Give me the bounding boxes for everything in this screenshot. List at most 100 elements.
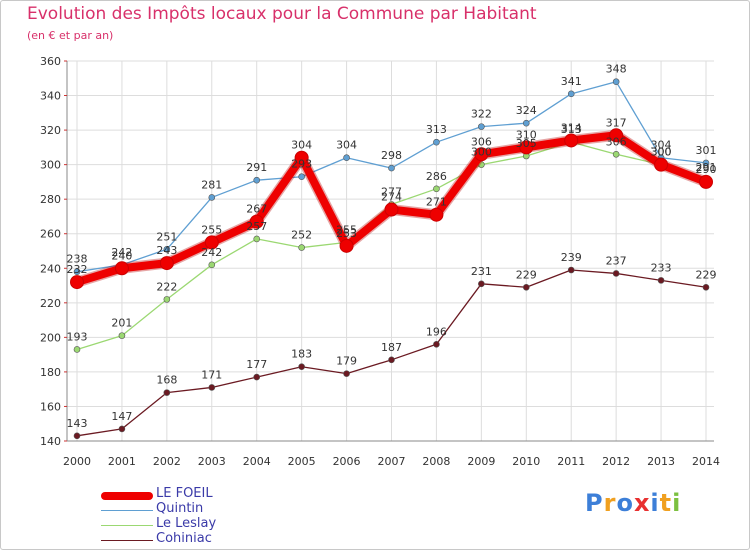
data-point-quintin: [478, 124, 484, 130]
y-tick-label: 360: [40, 55, 61, 68]
data-point-le-leslay: [433, 186, 439, 192]
y-tick-label: 280: [40, 193, 61, 206]
x-tick-label: 2013: [647, 455, 675, 468]
x-tick-label: 2002: [153, 455, 181, 468]
data-point-cohiniac: [703, 284, 709, 290]
data-point-quintin: [389, 165, 395, 171]
data-point-le-foeil: [71, 276, 84, 289]
data-label-cohiniac: 233: [651, 261, 672, 274]
data-label-le-leslay: 306: [606, 135, 627, 148]
data-label-quintin: 348: [606, 63, 627, 76]
legend-label-le-foeil: LE FOEIL: [156, 486, 213, 501]
y-tick-label: 340: [40, 90, 61, 103]
data-point-le-leslay: [613, 151, 619, 157]
y-tick-label: 260: [40, 228, 61, 241]
chart-container: Evolution des Impôts locaux pour la Comm…: [0, 0, 750, 550]
x-tick-label: 2000: [63, 455, 91, 468]
logo-letter: i: [650, 489, 659, 517]
data-point-cohiniac: [74, 433, 80, 439]
data-label-cohiniac: 143: [67, 417, 88, 430]
x-tick-label: 2003: [198, 455, 226, 468]
data-point-cohiniac: [523, 284, 529, 290]
logo-letter: o: [616, 489, 634, 517]
data-point-le-leslay: [254, 236, 260, 242]
data-label-quintin: 293: [291, 158, 312, 171]
logo-letter: t: [660, 489, 672, 517]
logo-letter: r: [604, 489, 617, 517]
data-label-le-leslay: 255: [336, 223, 357, 236]
data-point-cohiniac: [478, 281, 484, 287]
data-label-cohiniac: 177: [246, 358, 267, 371]
data-label-le-leslay: 291: [696, 161, 717, 174]
data-point-le-foeil: [655, 158, 668, 171]
data-label-le-leslay: 305: [516, 137, 537, 150]
y-tick-label: 320: [40, 124, 61, 137]
data-point-cohiniac: [613, 270, 619, 276]
data-label-cohiniac: 187: [381, 341, 402, 354]
data-point-le-foeil: [385, 203, 398, 216]
data-label-cohiniac: 168: [156, 374, 177, 387]
data-label-quintin: 322: [471, 108, 492, 121]
data-label-quintin: 251: [156, 230, 177, 243]
data-label-le-foeil: 271: [426, 196, 447, 209]
x-tick-label: 2006: [333, 455, 361, 468]
data-label-cohiniac: 179: [336, 355, 357, 368]
x-tick-label: 2005: [288, 455, 316, 468]
data-point-le-foeil: [160, 257, 173, 270]
data-label-le-leslay: 222: [156, 280, 177, 293]
data-point-cohiniac: [568, 267, 574, 273]
data-point-quintin: [613, 79, 619, 85]
data-point-quintin: [299, 174, 305, 180]
data-label-le-foeil: 267: [246, 203, 267, 216]
legend-swatch-le-foeil: [101, 492, 153, 500]
data-label-cohiniac: 147: [111, 410, 132, 423]
data-label-quintin: 324: [516, 104, 537, 117]
data-label-cohiniac: 196: [426, 325, 447, 338]
data-label-cohiniac: 229: [696, 268, 717, 281]
data-point-cohiniac: [344, 371, 350, 377]
data-label-quintin: 313: [426, 123, 447, 136]
data-point-le-leslay: [74, 346, 80, 352]
data-label-cohiniac: 237: [606, 254, 627, 267]
data-label-le-leslay: 257: [246, 220, 267, 233]
legend-label-cohiniac: Cohiniac: [156, 531, 212, 546]
data-point-quintin: [209, 194, 215, 200]
data-label-le-leslay: 242: [201, 246, 222, 259]
logo-letter: x: [634, 489, 650, 517]
x-tick-label: 2014: [692, 455, 720, 468]
data-point-le-foeil: [340, 239, 353, 252]
data-label-quintin: 341: [561, 75, 582, 88]
data-point-le-leslay: [299, 245, 305, 251]
data-point-le-foeil: [700, 175, 713, 188]
data-label-quintin: 242: [111, 246, 132, 259]
logo-letter: P: [585, 489, 604, 517]
y-tick-label: 220: [40, 297, 61, 310]
x-tick-label: 2001: [108, 455, 136, 468]
data-point-quintin: [568, 91, 574, 97]
y-tick-label: 200: [40, 331, 61, 344]
data-label-cohiniac: 239: [561, 251, 582, 264]
y-tick-label: 160: [40, 400, 61, 413]
x-tick-label: 2007: [378, 455, 406, 468]
x-tick-label: 2004: [243, 455, 271, 468]
data-point-cohiniac: [433, 341, 439, 347]
data-label-cohiniac: 171: [201, 368, 222, 381]
legend-label-quintin: Quintin: [156, 501, 203, 516]
logo-letter: i: [672, 489, 681, 517]
y-tick-label: 180: [40, 366, 61, 379]
x-tick-label: 2012: [602, 455, 630, 468]
legend-label-le-leslay: Le Leslay: [156, 516, 216, 531]
y-tick-label: 300: [40, 159, 61, 172]
data-point-le-leslay: [209, 262, 215, 268]
data-point-cohiniac: [389, 357, 395, 363]
x-tick-label: 2008: [422, 455, 450, 468]
data-label-quintin: 238: [67, 253, 88, 266]
data-label-le-foeil: 304: [291, 139, 312, 152]
x-tick-label: 2010: [512, 455, 540, 468]
data-label-le-foeil: 317: [606, 116, 627, 129]
legend-swatch-quintin: [101, 510, 153, 511]
data-point-quintin: [433, 139, 439, 145]
data-point-cohiniac: [658, 277, 664, 283]
data-point-le-foeil: [430, 208, 443, 221]
x-tick-label: 2011: [557, 455, 585, 468]
